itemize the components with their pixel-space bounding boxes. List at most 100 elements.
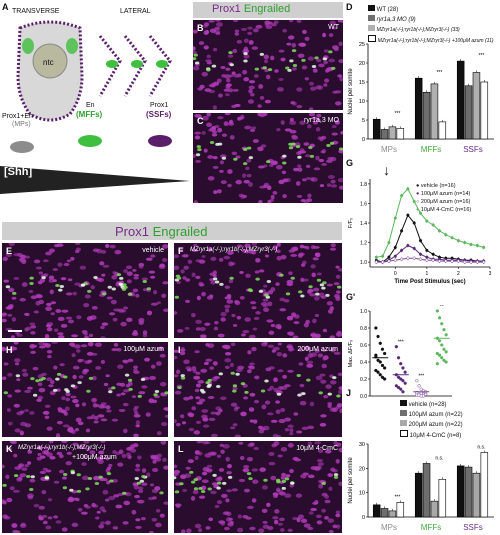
micro-k-art (2, 441, 168, 533)
data-point (393, 254, 397, 258)
data-point (383, 351, 387, 356)
y-tick-label: 0.2 (360, 377, 367, 383)
data-point (450, 236, 454, 240)
y-tick-label: 20 (359, 61, 365, 67)
data-point (406, 256, 410, 260)
bar (396, 502, 405, 518)
y-tick-label: 0 (362, 137, 365, 143)
data-point (456, 239, 460, 243)
data-point (440, 322, 444, 326)
data-point (396, 385, 401, 390)
ntc-label: ntc (43, 58, 54, 67)
data-point (431, 252, 435, 256)
legend-item: WT (28) (368, 5, 494, 15)
data-point (381, 254, 385, 258)
y-tick-label: 0 (362, 515, 365, 521)
bar (430, 83, 439, 140)
micro-c-letter: C (197, 116, 204, 126)
micro-i-text: 200μM azum (297, 346, 338, 353)
x-tick-label: SSFs (463, 523, 483, 532)
data-point (400, 229, 404, 233)
header-mid: Prox1 Engrailed (115, 224, 208, 239)
data-point (418, 257, 423, 261)
y-tick-label: 1.4 (360, 221, 367, 227)
data-point (469, 242, 473, 247)
data-point (425, 219, 429, 223)
data-point (442, 358, 446, 362)
legend-item: vehicle (n=28) (400, 400, 463, 410)
x-tick-label: 2 (457, 271, 460, 277)
panel-d-letter: D (346, 2, 353, 12)
data-point (444, 233, 448, 237)
prox-text: Prox1 (115, 224, 149, 239)
legend-g: ● vehicle (n=16) ● 100μM azum (n=14) ○ 2… (416, 182, 471, 214)
bar (380, 508, 389, 518)
data-point (401, 379, 405, 383)
legend-item: MZryr1a(-/-);ryr1b(-/-);MZryr3(-/-) (33) (368, 25, 494, 35)
micro-l-art (174, 441, 342, 533)
x-axis-label: Time Post Stimulus (sec) (394, 279, 465, 285)
legend-item: ryr1a,3 MO (9) (368, 15, 494, 25)
bar (456, 60, 465, 140)
significance-label: *** (436, 70, 442, 76)
data-point (435, 309, 439, 313)
significance-label: n.s. (477, 445, 485, 451)
mffs-label-top: En (86, 102, 95, 109)
series-line (376, 244, 484, 263)
data-point (424, 392, 428, 396)
micro-l-text: 10μM 4-CmC (296, 445, 338, 452)
y-tick-label: 1.0 (360, 309, 367, 315)
x-tick-label: MPs (381, 145, 397, 154)
legend-item: 10μM 4-CmC (n=8) (400, 430, 463, 441)
data-point (482, 260, 486, 264)
data-point (444, 350, 448, 354)
data-point (415, 379, 419, 383)
bar (472, 72, 481, 140)
data-point (400, 257, 404, 261)
x-tick-label: MPs (381, 523, 397, 532)
scale-bar (8, 330, 22, 332)
data-point (475, 260, 479, 264)
data-point (450, 259, 454, 263)
series-line (376, 214, 484, 263)
y-tick-label: 1.0 (360, 260, 367, 266)
significance-label: *** (478, 53, 484, 59)
chart-d: 0 5 10 15 20 25 Nuclei per somite MPs *** MFFs ***… (348, 42, 494, 154)
data-point (393, 258, 397, 262)
shh-label: [Shh] (4, 166, 33, 178)
micro-b: B WT (193, 20, 343, 110)
data-point (376, 370, 380, 374)
en-text: Engrailed (152, 224, 208, 239)
data-point (437, 353, 442, 357)
bar (472, 472, 481, 518)
data-point (374, 326, 378, 330)
y-axis-label: Max. ΔF/F₀ (348, 340, 354, 368)
data-point (406, 213, 410, 217)
data-point (437, 316, 442, 320)
data-point (417, 384, 421, 388)
chart-j: 0 10 20 30 Nuclei per somite MPs *** MFFs n.s. SS… (348, 442, 494, 532)
data-point (406, 187, 410, 191)
micro-i-letter: I (178, 345, 181, 355)
data-point (418, 252, 423, 256)
micro-b-art (193, 20, 343, 110)
data-point (475, 243, 479, 248)
micro-e-letter: E (6, 246, 13, 256)
micro-i-art (174, 342, 342, 437)
micro-c-art (193, 113, 343, 203)
data-point (444, 360, 448, 364)
data-point (403, 381, 407, 385)
y-tick-label: 0.6 (360, 343, 367, 349)
micro-e-text: vehicle (142, 247, 164, 254)
x-tick-label: SSFs (463, 145, 483, 154)
micro-k: K MZryr1a(-/-);ryr1b(-/-);MZryr3(-/-) +1… (2, 441, 168, 533)
data-point (400, 248, 404, 252)
data-point (374, 260, 378, 264)
legend-item: ● 10μM 4-CmC (n=16) (416, 207, 472, 213)
bar (372, 504, 381, 518)
micro-h-letter: H (6, 345, 13, 355)
y-tick-label: 0.4 (360, 360, 367, 366)
panel-a-schematic (0, 20, 190, 194)
micro-b-letter: B (197, 23, 204, 33)
bar (480, 81, 489, 140)
